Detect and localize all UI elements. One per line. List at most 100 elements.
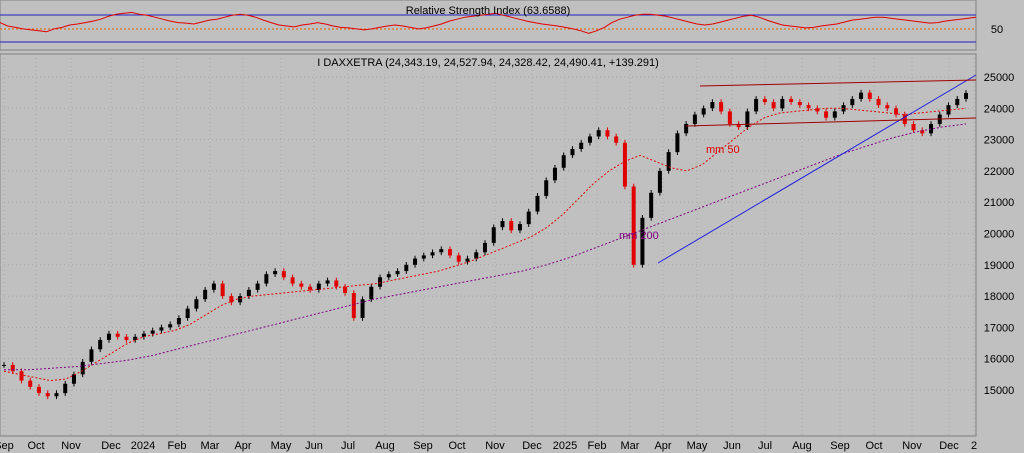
y-tick-label: 19000 — [984, 260, 1015, 272]
x-tick-label: Oct — [448, 440, 465, 452]
price-body — [736, 123, 741, 128]
x-tick-label: Dec — [939, 440, 959, 452]
y-tick-label: 15000 — [984, 385, 1015, 397]
price-body — [666, 152, 671, 171]
x-tick-label: Mar — [621, 440, 640, 452]
price-body — [596, 130, 601, 137]
x-tick-label: Jul — [758, 440, 772, 452]
price-body — [474, 252, 479, 259]
price-body — [133, 336, 138, 340]
price-body — [141, 333, 146, 337]
y-tick-label: 25000 — [984, 72, 1015, 84]
x-tick-label: Jun — [723, 440, 741, 452]
price-body — [675, 133, 680, 153]
x-tick-label: May — [687, 440, 708, 452]
price-body — [36, 386, 41, 394]
y-tick-label: 24000 — [984, 103, 1015, 115]
price-body — [561, 155, 566, 168]
price-body — [832, 111, 837, 118]
channel-upper-line — [699, 79, 977, 87]
price-body — [89, 349, 94, 362]
price-body — [229, 296, 234, 303]
price-body — [727, 111, 732, 124]
price-body — [920, 130, 925, 134]
price-body — [946, 105, 951, 115]
price-body — [552, 167, 557, 181]
price-body — [456, 255, 461, 262]
price-body — [45, 393, 50, 397]
x-tick-label: 2024 — [131, 440, 155, 452]
y-tick-label: 17000 — [984, 322, 1015, 334]
price-body — [413, 258, 418, 265]
price-body — [692, 114, 697, 124]
price-body — [220, 283, 225, 297]
price-body — [448, 249, 453, 256]
price-body — [631, 186, 636, 265]
price-body — [526, 211, 531, 225]
price-body — [404, 264, 409, 272]
channel-lower-line — [685, 117, 977, 127]
price-body — [150, 330, 155, 334]
price-body — [491, 227, 496, 243]
price-body — [124, 336, 129, 340]
y-tick-label: 21000 — [984, 197, 1015, 209]
candles — [2, 89, 968, 400]
y-tick-label: 18000 — [984, 291, 1015, 303]
price-body — [98, 339, 103, 350]
y-tick-label: 22000 — [984, 166, 1015, 178]
price-body — [395, 271, 400, 275]
y-tick-label: 16000 — [984, 354, 1015, 366]
price-body — [859, 92, 864, 99]
price-body — [211, 283, 216, 290]
price-body — [517, 224, 522, 231]
price-body — [80, 361, 85, 375]
price-body — [929, 123, 934, 134]
mm50-line — [3, 107, 967, 382]
price-body — [684, 123, 689, 134]
price-body — [509, 220, 514, 231]
price-body — [797, 102, 802, 106]
price-body — [876, 98, 881, 106]
price-body — [911, 123, 916, 131]
price-body — [238, 296, 243, 303]
price-body — [316, 283, 321, 290]
price-body — [378, 277, 383, 287]
price-body — [657, 170, 662, 193]
price-body — [273, 271, 278, 275]
price-body — [203, 289, 208, 300]
x-tick-label: Feb — [168, 440, 187, 452]
rsi-panel: Relative Strength Index (63.6588) 50 — [0, 0, 1003, 51]
price-body — [570, 148, 575, 156]
x-tick-label: Oct — [27, 440, 44, 452]
x-tick-label: Nov — [61, 440, 81, 452]
price-body — [719, 102, 724, 112]
x-tick-label: Mar — [201, 440, 220, 452]
price-body — [745, 111, 750, 128]
price-body — [360, 299, 365, 319]
x-tick-label: May — [271, 440, 292, 452]
x-tick-label: Apr — [234, 440, 251, 452]
price-body — [115, 333, 120, 337]
price-body — [579, 142, 584, 149]
price-body — [964, 92, 968, 99]
price-body — [806, 105, 811, 109]
price-body — [106, 333, 111, 340]
x-axis: Sep Oct Nov Dec 2024 Feb Mar Apr May Jun Jul Aug Sep… — [0, 440, 977, 452]
y-axis: 15000 16000 17000 18000 19000 20000 21000 22000… — [984, 72, 1015, 397]
rsi-y-tick-label: 50 — [991, 24, 1003, 36]
x-tick-label: Sep — [0, 440, 14, 452]
mm200-line — [4, 123, 967, 371]
x-tick-label: Feb — [588, 440, 607, 452]
price-body — [535, 195, 540, 212]
price-body — [465, 258, 470, 262]
mm50-annotation: mm 50 — [706, 144, 740, 156]
price-body — [850, 98, 855, 106]
price-body — [308, 286, 313, 290]
price-title: I DAXXETRA (24,343.19, 24,527.94, 24,328… — [317, 57, 659, 69]
price-body — [710, 102, 715, 109]
rsi-title: Relative Strength Index (63.6588) — [406, 5, 571, 17]
price-body — [640, 217, 645, 265]
y-tick-label: 23000 — [984, 135, 1015, 147]
x-tick-label: Nov — [902, 440, 922, 452]
price-body — [28, 380, 33, 387]
